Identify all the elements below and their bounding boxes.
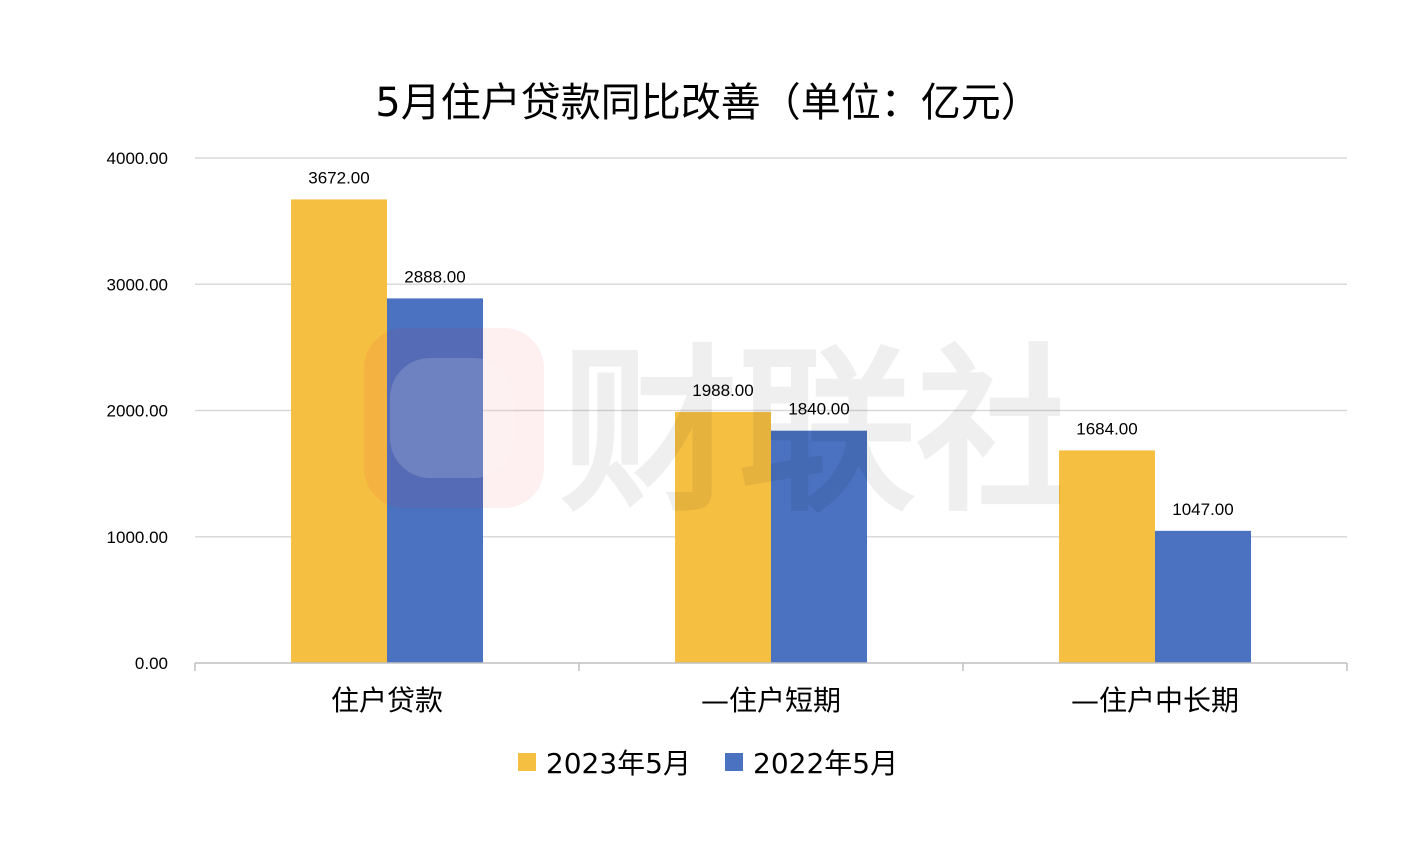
data-labels: 3672.00 2888.00 1988.00 1840.00 1684.00 1047.… — [308, 168, 1233, 518]
y-tick-label: 0.00 — [135, 654, 168, 673]
x-tick-label: —住户中长期 — [1071, 684, 1239, 717]
chart-title: 5月住户贷款同比改善（单位：亿元） — [375, 80, 1041, 126]
bars — [291, 199, 1251, 663]
legend-label-2022: 2022年5月 — [753, 747, 899, 780]
bar — [1059, 450, 1155, 663]
y-axis-ticks: 0.00 1000.00 2000.00 3000.00 4000.00 — [107, 149, 168, 673]
x-axis — [194, 662, 1348, 671]
legend-label-2023: 2023年5月 — [545, 747, 691, 780]
x-axis-ticks: 住户贷款 —住户短期 —住户中长期 — [331, 684, 1239, 717]
data-label: 3672.00 — [308, 168, 369, 187]
data-label: 1047.00 — [1172, 500, 1233, 519]
legend-item-2022: 2022年5月 — [725, 742, 898, 782]
y-tick-label: 2000.00 — [107, 402, 168, 421]
bar — [771, 430, 867, 663]
data-label: 2888.00 — [404, 267, 465, 286]
y-tick-label: 1000.00 — [107, 528, 168, 547]
legend-swatch-2023 — [517, 753, 536, 771]
y-tick-label: 3000.00 — [107, 275, 168, 294]
legend: 2023年5月 2022年5月 — [0, 742, 1416, 782]
data-label: 1684.00 — [1076, 419, 1137, 438]
bar — [387, 298, 483, 663]
bar — [1155, 530, 1251, 663]
data-label: 1988.00 — [692, 381, 753, 400]
legend-item-2023: 2023年5月 — [517, 742, 691, 782]
bar — [675, 412, 771, 663]
x-tick-label: 住户贷款 — [331, 684, 443, 717]
y-tick-label: 4000.00 — [107, 149, 168, 168]
legend-swatch-2022 — [725, 753, 743, 771]
data-label: 1840.00 — [788, 400, 849, 419]
x-tick-label: —住户短期 — [701, 684, 841, 717]
bar — [291, 199, 387, 663]
